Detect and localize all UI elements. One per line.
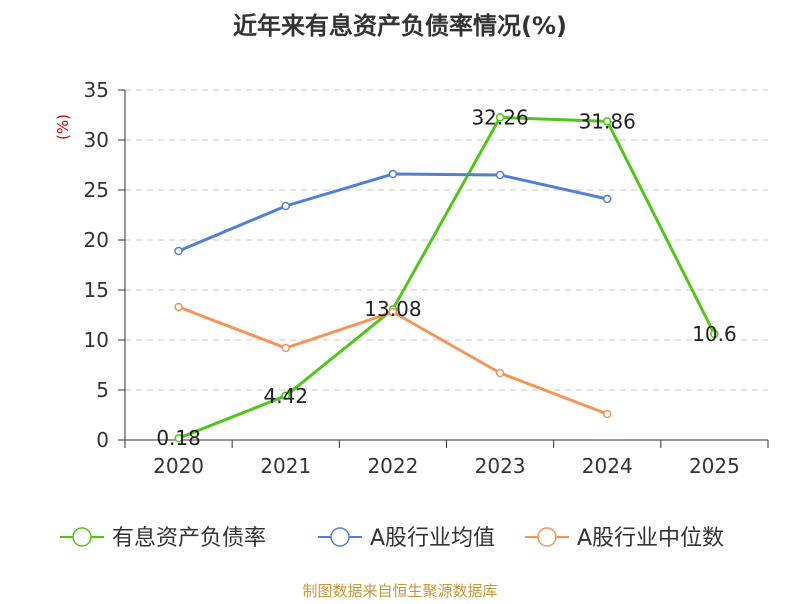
y-tick-label: 30 xyxy=(84,128,109,152)
data-point xyxy=(388,169,398,179)
data-point xyxy=(710,329,719,339)
x-tick-label: 2023 xyxy=(475,454,526,478)
x-tick-label: 2021 xyxy=(260,454,311,478)
series-line-0 xyxy=(178,115,716,440)
series-layer xyxy=(174,113,719,443)
data-point xyxy=(388,307,398,317)
y-tick-label: 0 xyxy=(96,428,109,452)
data-point xyxy=(603,194,612,204)
y-tick-label: 5 xyxy=(96,378,109,402)
data-label: 0.18 xyxy=(156,426,201,450)
legend-label: A股行业中位数 xyxy=(577,526,724,551)
data-point xyxy=(603,117,612,126)
legend-marker-icon xyxy=(537,527,557,547)
x-tick-label: 2022 xyxy=(367,454,418,478)
data-label: 4.42 xyxy=(263,384,308,408)
data-label: 10.6 xyxy=(692,322,737,346)
data-label: 31.86 xyxy=(579,109,636,133)
legend-marker-icon xyxy=(330,527,350,547)
y-tick-label: 10 xyxy=(84,328,109,352)
data-point xyxy=(174,433,183,443)
x-tick-label: 2024 xyxy=(582,454,633,478)
data-label: 13.08 xyxy=(364,297,421,321)
data-label-layer: 0.18 4.42 13.08 32.26 31.86 10.6 xyxy=(156,105,736,450)
grid-layer xyxy=(125,89,768,391)
data-point xyxy=(495,368,505,378)
data-point xyxy=(495,113,505,122)
series-line-2 xyxy=(178,305,608,416)
chart-title: 近年来有息资产负债率情况(%) xyxy=(233,12,567,40)
legend-label: A股行业均值 xyxy=(370,526,495,551)
legend-marker-icon xyxy=(72,527,92,547)
y-axis-unit-label: (%) xyxy=(54,114,72,140)
y-tick-label: 15 xyxy=(84,278,109,302)
data-point xyxy=(495,170,505,180)
y-tick-label: 25 xyxy=(84,178,109,202)
x-tick-label: 2025 xyxy=(689,454,740,478)
data-point xyxy=(281,343,290,353)
source-note: 制图数据来自恒生聚源数据库 xyxy=(302,582,497,600)
x-tick-label: 2020 xyxy=(153,454,204,478)
data-point xyxy=(281,391,290,401)
y-tick-label: 20 xyxy=(84,228,109,252)
data-point xyxy=(603,409,612,419)
series-line-1 xyxy=(178,172,608,253)
data-label: 32.26 xyxy=(471,105,528,129)
data-point xyxy=(281,201,290,211)
data-point xyxy=(174,246,183,256)
legend: 有息资产负债率 A股行业均值 A股行业中位数 xyxy=(60,526,724,551)
data-point xyxy=(174,302,183,312)
legend-label: 有息资产负债率 xyxy=(112,526,266,551)
y-tick-label: 35 xyxy=(84,78,109,102)
